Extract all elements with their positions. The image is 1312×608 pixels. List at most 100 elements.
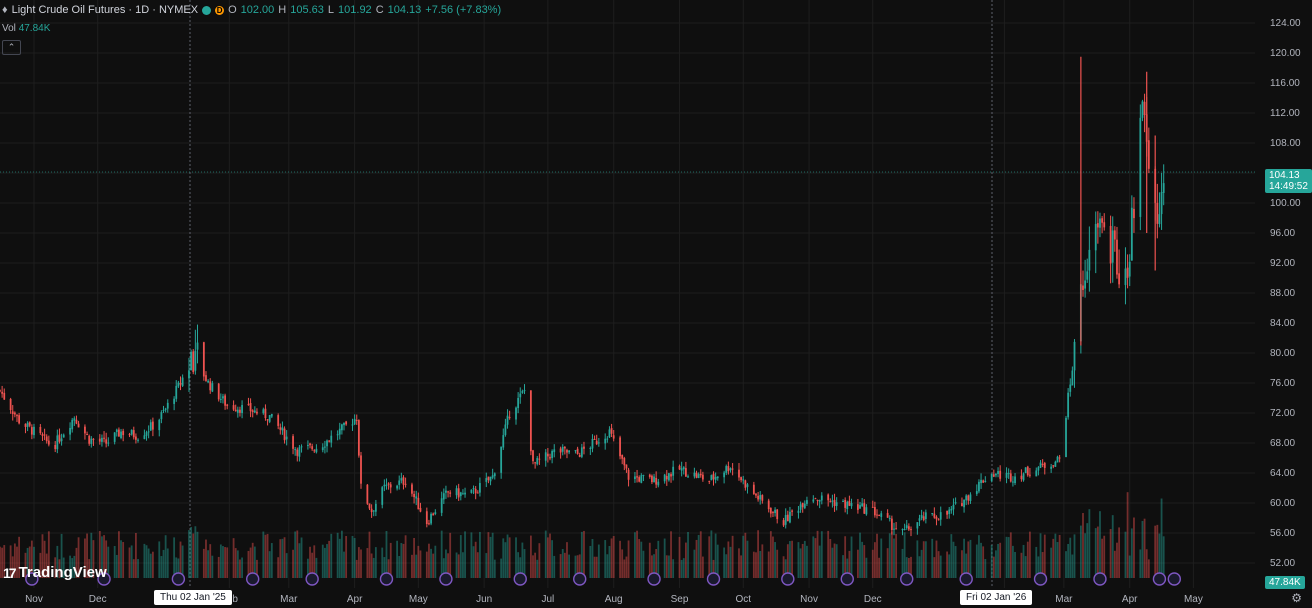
candle-body [357,420,360,456]
candle-body [264,408,267,419]
candle-body [655,477,658,485]
volume-legend: Vol 47.84K [2,23,50,34]
candle-body [857,504,859,510]
volume-bar [708,536,711,578]
candle-body [84,426,86,434]
price-tick-label: 80.00 [1270,348,1295,359]
price-tick-label: 96.00 [1270,228,1295,239]
candle-body [1050,466,1053,469]
candle-body [9,398,12,411]
volume-bar [831,547,834,578]
candle-body [924,512,927,520]
candle-body [576,448,579,455]
collapse-legend-button[interactable]: ⌃ [2,40,21,55]
volume-bar [990,545,993,578]
candle-body [578,454,581,457]
candle-body [209,381,212,391]
volume-bar [387,559,390,578]
volume-bar [442,558,445,578]
candle-body [470,489,473,493]
volume-bar [132,559,135,578]
candle-body [118,429,120,437]
candle-body [462,493,464,495]
candle-body [45,436,48,442]
volume-bar [1052,538,1055,578]
candle-body [500,446,503,473]
candle-body [440,498,443,513]
volume-bar [190,527,193,578]
candle-body [546,453,549,457]
candle-body [491,475,494,478]
candle-body [86,434,88,436]
candle-body [400,478,403,481]
volume-bar [385,530,388,578]
volume-bar [217,556,220,578]
volume-bar [566,542,568,578]
candle-body [343,422,345,426]
candle-body [969,494,972,501]
tradingview-logo[interactable]: 17 TradingView [3,564,107,581]
candle-body [173,398,176,404]
volume-bar [791,540,793,578]
volume-bar [772,536,774,578]
volume-bar [224,547,226,578]
candle-body [345,421,348,425]
candle-body [419,507,422,512]
candle-body [583,446,585,449]
event-marker-icon [439,572,453,586]
volume-bar [789,541,791,578]
volume-bar [236,550,239,578]
volume-bar [515,537,517,578]
volume-bar [181,545,184,578]
volume-bar [292,549,294,578]
price-tick-label: 64.00 [1270,468,1295,479]
volume-bar [861,541,864,578]
candle-body [1005,472,1008,478]
volume-bar [890,531,893,578]
volume-bar [727,541,730,578]
volume-bar [209,544,212,578]
candle-body [292,436,294,449]
candle-body [517,398,520,409]
candle-body [1160,192,1163,215]
volume-bar [1103,535,1106,578]
volume-value: 47.84K [18,23,51,34]
market-status-icon[interactable] [202,5,212,15]
volume-bar [593,556,596,578]
volume-bar [1056,542,1059,578]
candle-body [413,493,415,498]
volume-bar [521,542,524,578]
delay-badge[interactable]: D [215,5,225,15]
volume-bar [16,546,18,578]
candle-body [799,504,802,510]
price-tick-label: 124.00 [1270,18,1301,29]
close-value: 104.13 [387,4,422,16]
volume-bar [294,531,297,578]
candle-body [1056,456,1059,463]
candle-body [844,499,847,508]
candle-body [937,519,940,521]
candle-body [1022,473,1025,481]
candle-body [1,391,4,394]
candle-body [266,419,269,421]
candle-body [776,509,779,520]
candle-body [313,450,316,452]
settings-gear-icon[interactable]: ⚙ [1291,591,1302,605]
candle-body [411,484,413,494]
volume-bar [848,550,851,578]
candle-body [309,443,311,446]
volume-bar [657,540,660,578]
volume-bar [164,535,167,578]
volume-bar [192,533,195,578]
open-label: O [228,4,237,16]
symbol-title[interactable]: Light Crude Oil Futures · 1D · NYMEX [11,4,199,16]
candle-body [593,438,596,440]
volume-bar [687,532,689,578]
volume-bar [205,539,207,578]
candle-body [33,426,35,436]
volume-bar [835,544,838,578]
price-tick-label: 84.00 [1270,318,1295,329]
candle-body [256,411,258,414]
candle-body [122,430,125,436]
